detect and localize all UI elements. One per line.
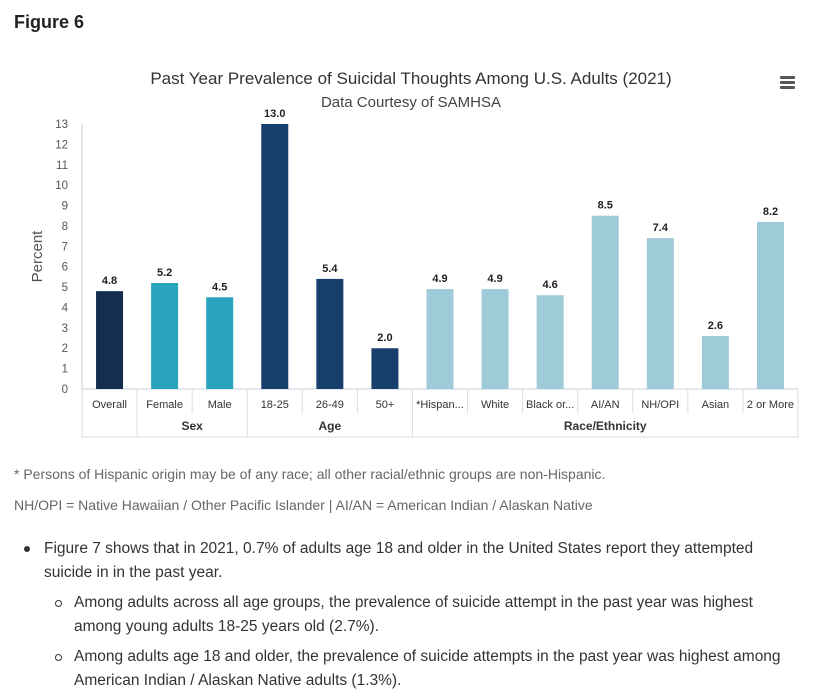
x-tick-label: 18-25 [261,399,289,411]
data-label: 2.6 [708,320,723,332]
bar [316,278,344,389]
bar [701,336,729,389]
bar [96,291,124,389]
data-label: 8.2 [763,206,778,218]
x-tick-label: 2 or More [747,399,794,411]
y-tick-label: 1 [62,364,68,376]
data-label: 5.2 [157,267,172,279]
x-tick-label: *Hispan... [416,399,464,411]
y-tick-label: 2 [62,343,68,355]
bar [591,215,619,389]
y-tick-label: 5 [62,282,68,294]
y-tick-label: 6 [62,262,68,274]
x-tick-label: 26-49 [316,399,344,411]
bar [756,221,784,389]
data-label: 4.5 [212,281,227,293]
y-tick-label: 7 [62,241,68,253]
data-label: 4.9 [432,273,447,285]
y-tick-label: 13 [55,119,68,131]
group-label: Age [319,419,342,433]
data-label: 4.9 [487,273,502,285]
sub-bullet-icon [55,600,62,607]
bar-chart: Past Year Prevalence of Suicidal Thought… [29,69,799,438]
x-tick-label: 50+ [376,399,395,411]
sub-bullet-icon [55,654,62,661]
bar [261,124,289,389]
y-tick-label: 4 [62,302,69,314]
group-label: Sex [181,419,203,433]
x-tick-label: AI/AN [591,399,620,411]
bar [481,289,509,389]
data-label: 4.8 [102,275,117,287]
data-label: 4.6 [543,279,558,291]
y-tick-label: 3 [62,323,68,335]
bar [646,238,674,389]
y-tick-label: 12 [55,139,68,151]
x-tick-label: Male [208,399,232,411]
data-label: 13.0 [264,108,285,120]
chart-subtitle: Data Courtesy of SAMHSA [321,94,501,111]
y-tick-label: 10 [55,180,68,192]
abbreviation-note: NH/OPI = Native Hawaiian / Other Pacific… [14,497,593,513]
list-item: Figure 7 shows that in 2021, 0.7% of adu… [24,537,784,585]
data-label: 2.0 [377,332,392,344]
y-tick-label: 9 [62,201,68,213]
bar [426,289,454,389]
x-tick-label: NH/OPI [641,399,679,411]
data-label: 5.4 [322,263,338,275]
hispanic-footnote: * Persons of Hispanic origin may be of a… [14,466,606,482]
data-label: 7.4 [653,222,669,234]
bar [206,297,234,389]
x-tick-label: Black or... [526,399,574,411]
bullet-icon [24,546,30,552]
y-tick-label: 0 [62,384,68,396]
x-tick-label: Female [146,399,183,411]
y-tick-label: 11 [56,160,68,172]
y-axis-label: Percent [29,230,46,283]
figure-heading: Figure 6 [14,12,85,32]
chart-title: Past Year Prevalence of Suicidal Thought… [150,69,671,88]
data-label: 8.5 [598,200,613,212]
list-item: Among adults across all age groups, the … [55,591,794,639]
bar [536,295,564,389]
y-tick-label: 8 [62,221,68,233]
bar [371,348,399,389]
group-label: Race/Ethnicity [564,419,647,433]
x-tick-label: Overall [92,399,127,411]
bar [151,283,179,389]
chart-menu-button[interactable] [776,72,798,94]
x-tick-label: White [481,399,509,411]
list-item-text: Among adults across all age groups, the … [74,594,753,635]
hamburger-menu-icon [780,76,795,79]
list-item-text: Figure 7 shows that in 2021, 0.7% of adu… [44,540,754,581]
list-item: Among adults age 18 and older, the preva… [55,645,794,693]
x-tick-label: Asian [702,399,730,411]
list-item-text: Among adults age 18 and older, the preva… [74,648,781,689]
